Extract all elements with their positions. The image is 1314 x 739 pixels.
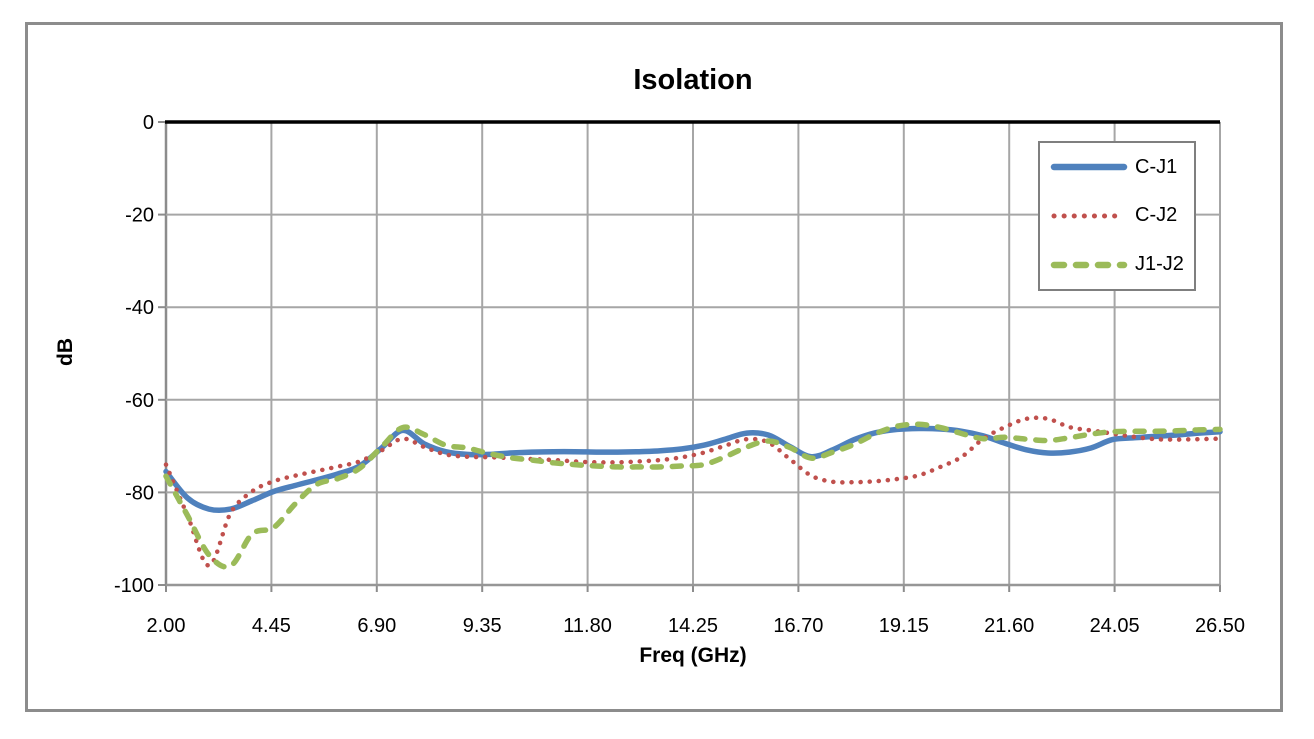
svg-text:19.15: 19.15 <box>879 615 929 637</box>
legend-item-c-j2: C-J2 <box>1050 204 1194 227</box>
svg-text:-20: -20 <box>125 205 154 227</box>
svg-text:0: 0 <box>143 112 154 134</box>
legend: C-J1 C-J2 J1-J2 <box>1038 141 1196 291</box>
svg-text:24.05: 24.05 <box>1090 615 1140 637</box>
svg-text:-40: -40 <box>125 297 154 319</box>
svg-text:-100: -100 <box>114 575 154 597</box>
data-series <box>163 415 1223 570</box>
legend-label: C-J2 <box>1135 204 1178 227</box>
svg-text:16.70: 16.70 <box>773 615 823 637</box>
legend-label: C-J1 <box>1135 155 1178 178</box>
svg-text:9.35: 9.35 <box>463 615 502 637</box>
svg-text:4.45: 4.45 <box>252 615 291 637</box>
svg-text:26.50: 26.50 <box>1195 615 1245 637</box>
legend-label: J1-J2 <box>1135 253 1184 276</box>
svg-text:14.25: 14.25 <box>668 615 718 637</box>
svg-text:11.80: 11.80 <box>563 615 612 637</box>
legend-line-sample <box>1050 164 1128 171</box>
chart-outer-border <box>25 22 1283 712</box>
svg-text:21.60: 21.60 <box>984 615 1034 637</box>
legend-item-c-j1: C-J1 <box>1050 156 1194 179</box>
svg-text:6.90: 6.90 <box>357 615 396 637</box>
svg-text:-60: -60 <box>125 390 154 412</box>
gridlines <box>158 121 1221 592</box>
legend-line-sample <box>1050 261 1128 268</box>
svg-text:2.00: 2.00 <box>147 615 186 637</box>
legend-item-j1-j2: J1-J2 <box>1050 253 1194 276</box>
legend-line-sample <box>1051 213 1127 219</box>
svg-text:-80: -80 <box>125 482 154 504</box>
tick-labels: 2.00 4.45 6.90 9.35 11.80 14.25 16.70 19.15 21.6… <box>114 112 1245 637</box>
chart-title: Isolation <box>633 64 753 96</box>
x-axis-title: Freq (GHz) <box>639 644 747 667</box>
y-axis-title: dB <box>54 338 77 366</box>
